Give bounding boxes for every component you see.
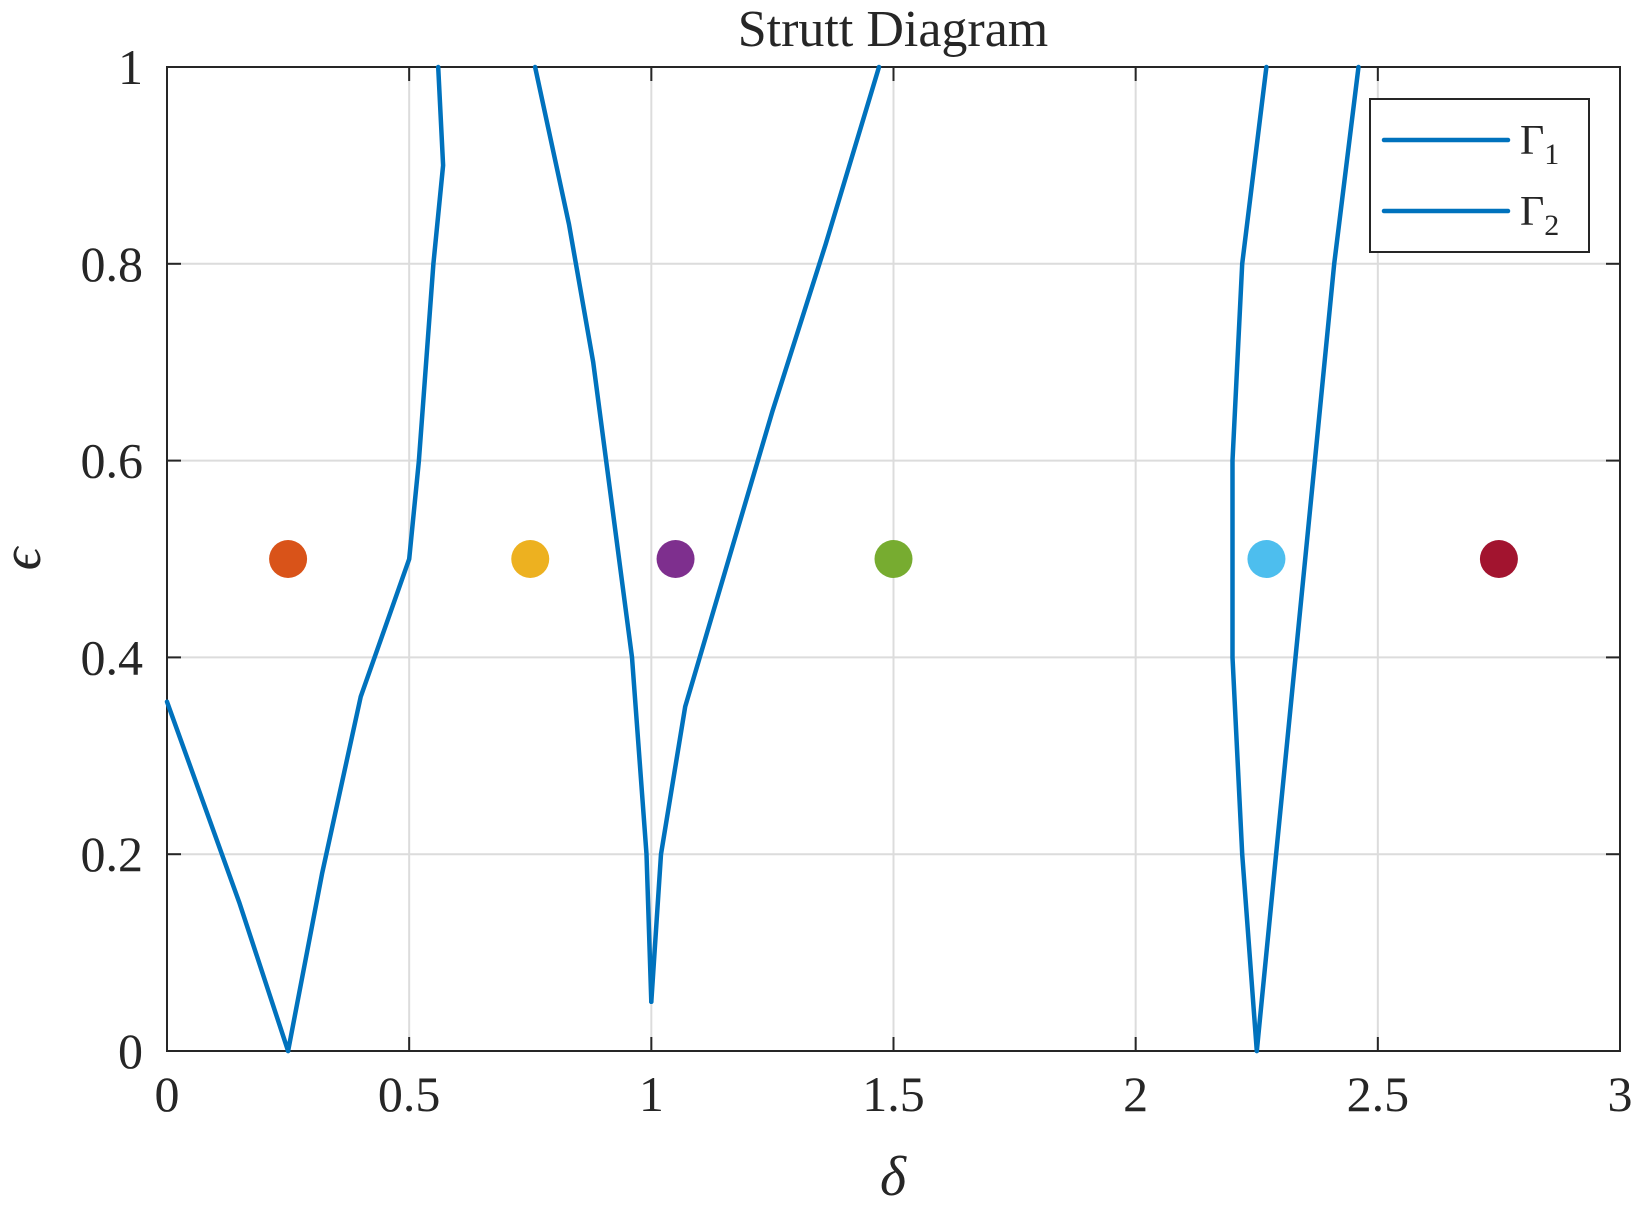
x-tick-label: 1.5 — [862, 1066, 925, 1122]
series-1-segment-3 — [532, 64, 654, 1005]
series-1-segment-4 — [649, 64, 882, 1005]
series-2-segment-1 — [1230, 64, 1269, 1054]
x-axis-label: δ — [880, 1146, 907, 1206]
x-tick-label: 2.5 — [1347, 1066, 1410, 1122]
legend: Γ1 Γ2 — [1369, 98, 1590, 253]
y-tick-label: 0.6 — [81, 433, 144, 489]
y-tick-label: 1 — [118, 39, 143, 95]
data-point-4 — [874, 540, 913, 578]
x-tick-label: 1 — [639, 1066, 664, 1122]
legend-entry-2-main: Γ — [1520, 189, 1544, 235]
curves — [164, 64, 1361, 1054]
ticks: 0 0.5 1 1.5 2 2.5 3 0 0.2 0.4 0.6 0.8 1 — [81, 39, 1633, 1122]
y-tick-label: 0.2 — [81, 826, 144, 882]
legend-entry-1-main: Γ — [1520, 118, 1544, 164]
grid — [167, 67, 1620, 1051]
data-point-5 — [1247, 540, 1286, 578]
x-tick-label: 0 — [155, 1066, 180, 1122]
data-point-3 — [656, 540, 695, 578]
data-point-1 — [269, 540, 308, 578]
x-tick-label: 3 — [1608, 1066, 1633, 1122]
y-tick-label: 0.8 — [81, 236, 144, 292]
legend-entry-2: Γ2 — [1520, 189, 1559, 242]
x-tick-label: 0.5 — [378, 1066, 441, 1122]
legend-box — [1369, 98, 1590, 253]
legend-entry-1: Γ1 — [1520, 118, 1559, 171]
series-1-segment-2 — [285, 64, 446, 1054]
data-point-6 — [1479, 540, 1518, 578]
chart-title: Strutt Diagram — [738, 1, 1049, 58]
y-axis-label: ϵ — [0, 545, 53, 570]
series-2-segment-2 — [1254, 64, 1361, 1054]
series-1-segment-1 — [164, 699, 291, 1054]
x-tick-label: 2 — [1123, 1066, 1148, 1122]
marker-points — [269, 540, 1518, 578]
legend-entry-2-sub: 2 — [1544, 209, 1559, 242]
data-point-2 — [511, 540, 550, 578]
y-tick-label: 0 — [118, 1023, 143, 1079]
legend-entry-1-sub: 1 — [1544, 138, 1559, 171]
y-tick-label: 0.4 — [81, 629, 144, 685]
